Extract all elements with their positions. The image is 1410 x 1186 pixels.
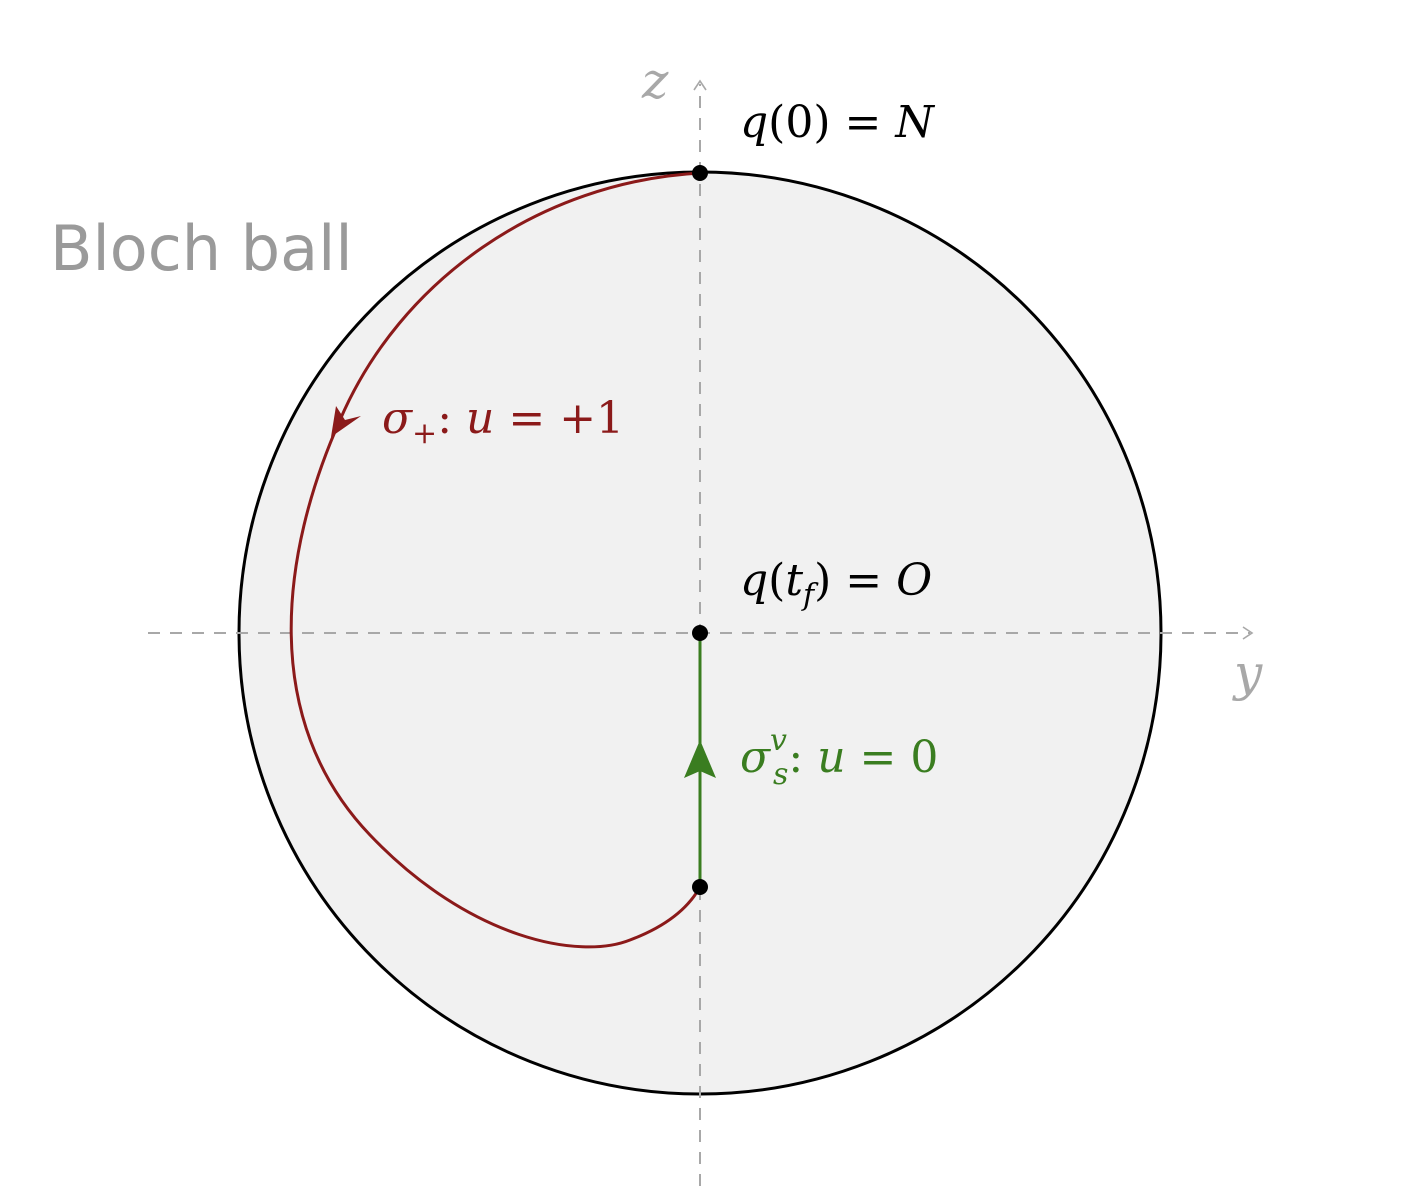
- sigma-plus-arc: [289, 171, 702, 949]
- switching-point: [692, 879, 708, 895]
- z-axis-label: z: [641, 52, 669, 110]
- y-axis-arrowhead: [1242, 626, 1254, 640]
- north-pole-point: [692, 165, 708, 181]
- sigma-plus-arrowhead: [331, 406, 361, 437]
- y-axis-label: y: [1232, 644, 1263, 702]
- sigma-plus-label: σ+: u = +1: [382, 393, 624, 451]
- origin-point: [692, 625, 708, 641]
- origin-label: q(tf) = O: [740, 555, 932, 613]
- z-axis-arrowhead: [693, 79, 707, 91]
- sigma-singular-label: σv s: u = 0: [740, 723, 938, 792]
- sigma-singular-arrowhead: [684, 740, 716, 778]
- bloch-ball-label: Bloch ball: [50, 212, 353, 285]
- north-pole-label: q(0) = N: [740, 97, 935, 148]
